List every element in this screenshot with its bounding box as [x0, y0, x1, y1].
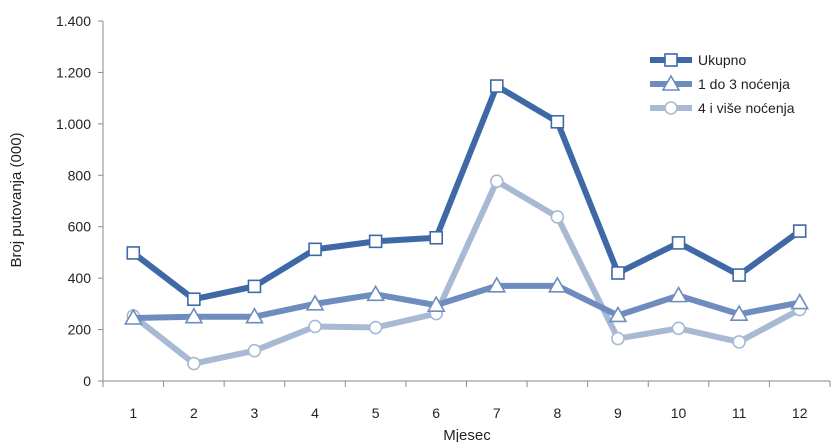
y-tick-label: 200 [68, 322, 92, 338]
data-point [245, 307, 264, 324]
data-point [368, 320, 383, 335]
x-tick-label: 6 [432, 405, 440, 421]
series-line [130, 83, 803, 303]
data-point [550, 115, 565, 129]
x-tick-label: 11 [732, 405, 747, 421]
data-point [671, 321, 686, 336]
data-point [611, 331, 625, 346]
data-point [123, 308, 143, 325]
data-point [669, 286, 688, 303]
data-point [429, 230, 444, 245]
legend-item: Ukupno [650, 52, 746, 68]
y-tick-label: 1.400 [56, 13, 91, 29]
data-point [608, 305, 628, 323]
y-tick-label: 0 [83, 373, 91, 389]
data-point [487, 276, 507, 293]
axes [98, 20, 831, 387]
x-tick-label: 7 [493, 405, 501, 421]
data-point [732, 268, 746, 282]
data-point [489, 174, 504, 188]
legend-item: 4 i više noćenja [650, 100, 795, 116]
x-tick-label: 1 [129, 405, 137, 421]
data-point [308, 319, 322, 334]
x-tick-label: 9 [614, 405, 622, 421]
data-point [187, 356, 201, 371]
data-point [247, 343, 262, 358]
data-point [368, 234, 383, 249]
x-tick-labels: 1 2 3 4 5 6 7 8 9 10 11 12 [129, 405, 807, 421]
legend-marker [661, 74, 681, 91]
x-axis-title: Mjesec [443, 427, 491, 442]
data-point [126, 246, 141, 260]
data-point [611, 266, 625, 280]
data-point [792, 224, 807, 238]
y-tick-label: 800 [68, 167, 92, 183]
legend: Ukupno 1 do 3 noćenja 4 i više noćenja [650, 52, 795, 116]
series-0 [126, 79, 807, 307]
data-point [547, 276, 567, 293]
series-1 [123, 276, 810, 325]
x-tick-label: 8 [553, 405, 561, 421]
y-tick-label: 1.200 [56, 64, 91, 80]
data-point [366, 284, 386, 302]
legend-marker [664, 101, 678, 115]
y-tick-label: 400 [68, 270, 92, 286]
series-line [130, 178, 803, 367]
data-point [247, 279, 262, 294]
series-line [130, 282, 803, 321]
data-point [790, 292, 810, 310]
series-2 [126, 174, 807, 371]
data-point [308, 242, 322, 257]
data-point [426, 295, 446, 312]
x-tick-label: 3 [251, 405, 259, 421]
y-axis-title: Broj putovanja (000) [8, 132, 25, 267]
legend-label: 4 i više noćenja [698, 100, 795, 116]
legend-marker [664, 53, 678, 67]
data-point [187, 292, 201, 307]
y-tick-label: 1.000 [56, 116, 91, 132]
series-group [123, 79, 810, 371]
data-point [184, 307, 204, 324]
data-point [550, 210, 565, 224]
y-tick-label: 600 [68, 219, 92, 235]
x-tick-label: 10 [671, 405, 687, 421]
data-point [671, 236, 686, 250]
x-tick-label: 4 [311, 405, 319, 421]
legend-item: 1 do 3 noćenja [650, 74, 790, 92]
data-point [489, 79, 504, 93]
y-tick-labels: 0 200 400 600 800 1.000 1.200 1.400 [56, 13, 91, 389]
data-point [732, 335, 746, 349]
x-tick-label: 12 [792, 405, 808, 421]
data-point [305, 294, 325, 311]
x-tick-label: 5 [372, 405, 380, 421]
legend-label: 1 do 3 noćenja [698, 76, 790, 92]
x-tick-label: 2 [190, 405, 198, 421]
data-point [729, 304, 749, 321]
legend-label: Ukupno [698, 52, 746, 68]
